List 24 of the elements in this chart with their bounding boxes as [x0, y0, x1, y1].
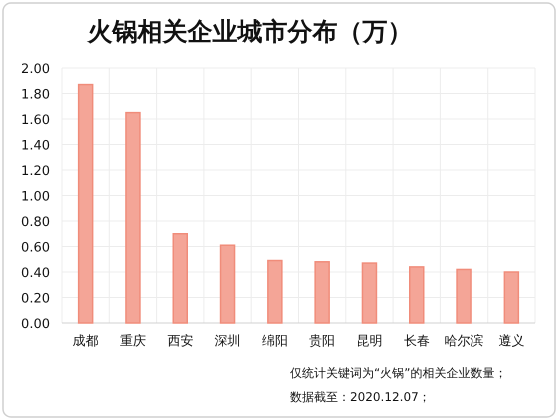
- y-tick-label: 0.80: [21, 215, 50, 230]
- y-tick-label: 2.00: [21, 62, 50, 77]
- x-tick-label: 深圳: [214, 334, 241, 349]
- y-tick-label: 1.40: [21, 138, 50, 154]
- x-tick-label: 重庆: [120, 334, 146, 349]
- y-tick-label: 1.60: [21, 113, 50, 128]
- y-tick-label: 0.00: [21, 317, 50, 332]
- x-tick-label: 西安: [167, 333, 194, 349]
- y-tick-label: 1.20: [21, 164, 50, 179]
- y-tick-label: 1.00: [21, 190, 50, 204]
- chart-title: 火锅相关企业城市分布（万）: [88, 17, 412, 46]
- x-tick-label: 绵阳: [262, 334, 288, 349]
- x-tick-label: 哈尔滨: [444, 333, 484, 349]
- x-tick-label: 遵义: [498, 333, 524, 349]
- x-tick-label: 长春: [404, 334, 430, 349]
- text: 仅统计关键词为“火锅”的相关企业数量；: [290, 366, 506, 380]
- y-tick-label: 0.60: [21, 240, 50, 256]
- y-tick-label: 1.80: [21, 88, 50, 102]
- y-tick-label: 0.40: [21, 266, 50, 281]
- text: 数据截至：2020.12.07；: [290, 390, 431, 404]
- x-tick-label: 贵阳: [309, 334, 336, 349]
- x-tick-label: 成都: [72, 334, 99, 349]
- x-tick-label: 昆明: [356, 334, 382, 349]
- y-tick-label: 0.20: [21, 292, 50, 306]
